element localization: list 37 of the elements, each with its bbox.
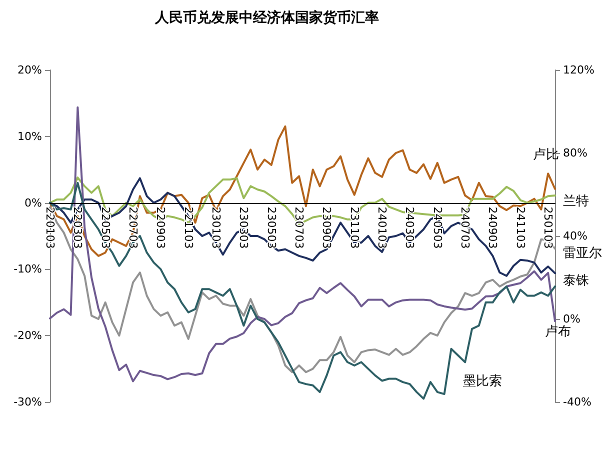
y-tick-label: -20% — [14, 329, 42, 342]
x-tick-label: 240903 — [486, 206, 500, 249]
x-tick-label: 240303 — [403, 206, 416, 249]
chart-title: 人民币兑发展中经济体国家货币汇率 — [154, 9, 379, 26]
series-label: 卢比 — [533, 147, 559, 162]
x-tick-label: 230703 — [292, 206, 306, 249]
y-tick-label: 10% — [18, 130, 42, 143]
x-tick-label: 230903 — [320, 206, 334, 249]
y2-tick-label: 40% — [563, 230, 588, 242]
x-tick-label: 220303 — [71, 206, 84, 249]
y-tick-label: 0% — [24, 196, 42, 210]
x-tick-label: 230303 — [237, 206, 250, 249]
y2-tick-label: 0% — [563, 312, 580, 326]
x-tick-label: 231103 — [348, 206, 361, 249]
x-tick-label: 221103 — [182, 206, 195, 249]
x-tick-label: 220103 — [44, 206, 56, 249]
series-label: 墨比索 — [463, 374, 502, 389]
y-tick-label: 20% — [18, 64, 42, 76]
x-tick-label: 230503 — [264, 206, 278, 249]
series-label: 兰特 — [563, 194, 589, 209]
series-label: 泰铢 — [563, 274, 589, 289]
x-tick-label: 230103 — [210, 206, 223, 249]
x-tick-label: 240503 — [430, 206, 444, 249]
y-tick-label: -30% — [14, 396, 42, 408]
x-tick-label: 220503 — [98, 206, 112, 249]
x-tick-label: 240103 — [376, 206, 389, 249]
x-tick-label: 250103 — [542, 206, 555, 249]
y2-tick-label: -40% — [563, 396, 592, 408]
x-tick-label: 220903 — [154, 206, 168, 249]
y2-tick-label: 120% — [563, 64, 594, 76]
y-tick-label: -10% — [14, 262, 42, 276]
y2-tick-label: 80% — [563, 146, 588, 160]
series-label: 卢布 — [545, 324, 571, 340]
x-tick-label: 241103 — [514, 206, 527, 249]
series-label: 雷亚尔 — [563, 246, 602, 262]
x-tick-label: 240703 — [458, 206, 472, 249]
x-tick-label: 220703 — [126, 206, 140, 249]
